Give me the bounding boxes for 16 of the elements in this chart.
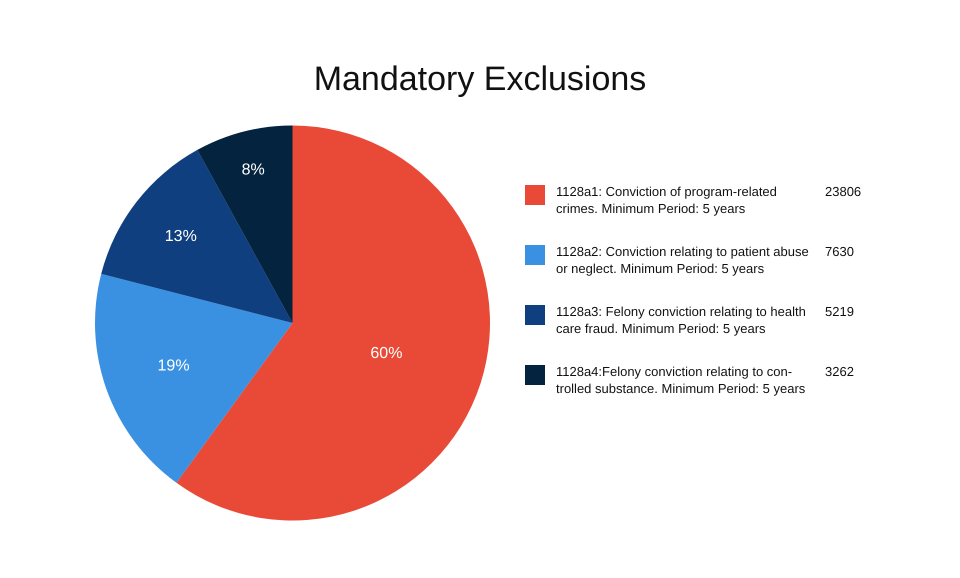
data-label: 19% — [158, 357, 190, 374]
legend-label: 1128a2: Conviction relating to patient abuse or neglect. Minimum Period: 5 years — [556, 244, 809, 276]
pie-slice — [197, 126, 292, 323]
data-label: 60% — [370, 345, 402, 362]
legend-label: 1128a3: Felony conviction relating to health care fraud. Minimum Period: 5 years — [556, 304, 806, 336]
data-label: 8% — [242, 161, 265, 178]
legend-label: 1128a4:Felony conviction relating to con-trolled substance. Minimum Period: 5 years — [556, 364, 806, 396]
text: 5219 — [825, 304, 854, 319]
text: 23806 — [825, 184, 862, 199]
text: 3262 — [825, 364, 854, 379]
data-label: 13% — [164, 228, 197, 245]
pie-slice — [95, 274, 292, 483]
legend-label: 1128a1: Conviction of program-related crimes. Minimum Period: 5 years — [556, 184, 777, 216]
text: 7630 — [825, 244, 854, 259]
chart-title: Mandatory Exclusions — [314, 60, 646, 98]
pie-slice — [101, 150, 292, 323]
